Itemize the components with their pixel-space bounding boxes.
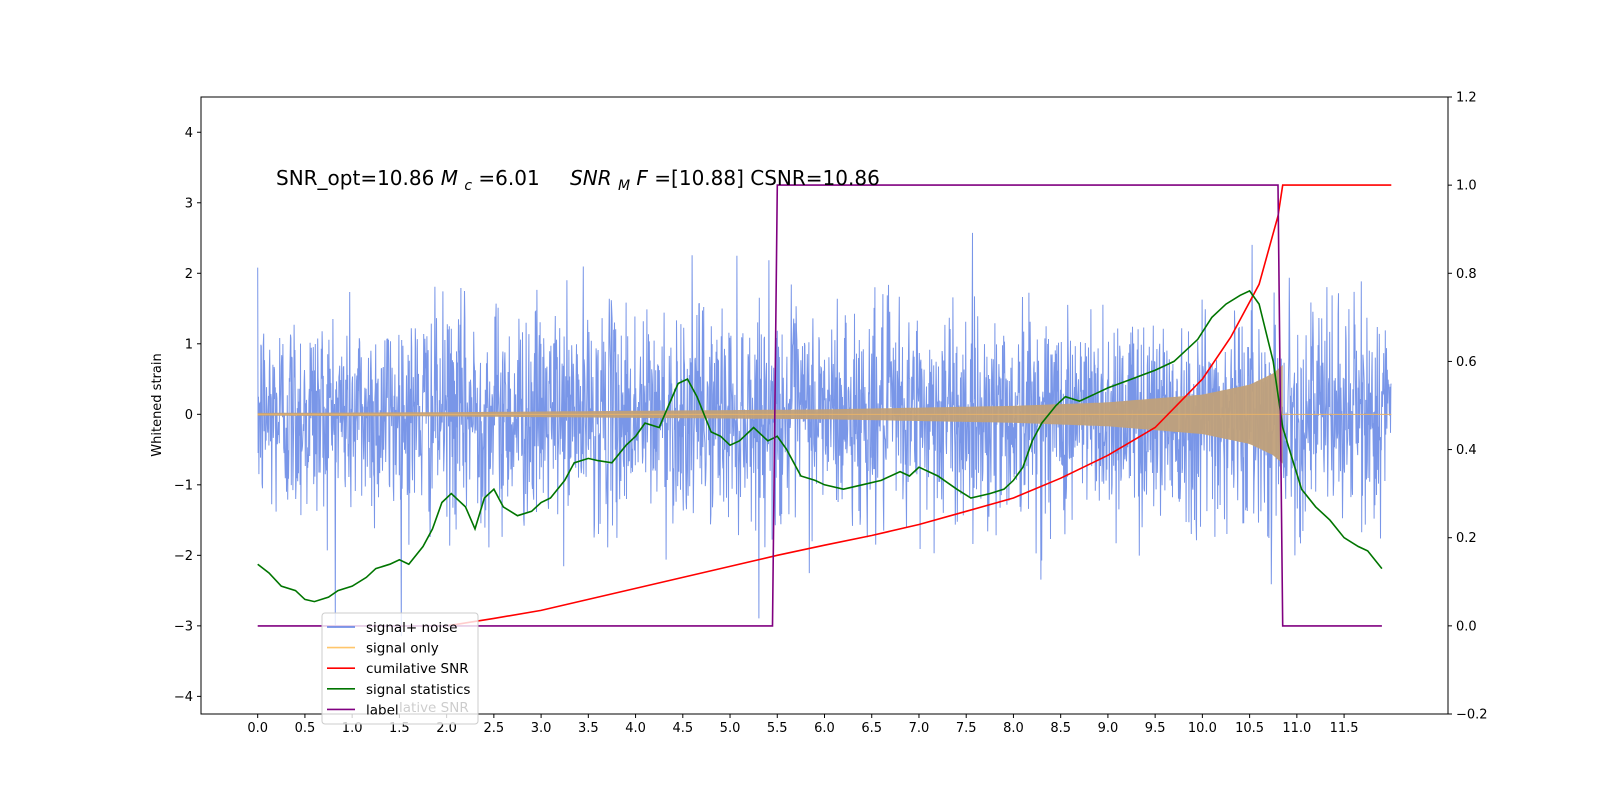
- annotation-snrmf-sub: M: [618, 178, 630, 194]
- series-signal-statistics: [257, 289, 1383, 603]
- legend-label: cumilative SNR: [366, 661, 469, 677]
- annotation-mc-symbol: M: [441, 166, 458, 190]
- x-tick-label: 1.0: [342, 721, 363, 736]
- legend-label: label: [366, 702, 399, 718]
- y-tick-label: −2: [174, 549, 193, 564]
- x-tick-label: 1.5: [389, 721, 410, 736]
- y-tick-label: −4: [174, 690, 193, 705]
- y-tick-label: 2: [185, 267, 193, 282]
- y-right-tick-label: 1.2: [1456, 91, 1477, 106]
- x-axis: 0.0 0.5 1.0 1.5 2.0 2.5 3.0 3.5 4.0 4.5 5.0 5.5 6.0 6…: [247, 714, 1359, 736]
- annotation-snrmf-sym2: F: [636, 166, 648, 190]
- legend-ghost-text: lative SNR: [399, 700, 469, 716]
- y-tick-label: −1: [174, 478, 193, 493]
- x-tick-label: 4.0: [625, 721, 646, 736]
- annotation-mc-value: =6.01: [478, 166, 539, 190]
- y-tick-label: 4: [185, 126, 193, 141]
- y-right-tick-label: 1.0: [1456, 179, 1477, 194]
- y-tick-label: −3: [174, 619, 193, 634]
- y-right-tick-label: 0.2: [1456, 531, 1477, 546]
- y-right-tick-label: 0.4: [1456, 443, 1477, 458]
- x-tick-label: 11.0: [1282, 721, 1311, 736]
- x-tick-label: 10.0: [1188, 721, 1217, 736]
- series-signal-plus-noise: [257, 232, 1392, 637]
- plot-area: [257, 184, 1392, 637]
- x-tick-label: 7.5: [956, 721, 977, 736]
- legend: lative SNR signal+ noise signal only cumil…: [321, 612, 479, 725]
- annotation-snr-opt: SNR_opt=10.86: [276, 166, 441, 190]
- annotation-text: SNR_opt=10.86 M c =6.01 SNR M F =[10.88]…: [276, 166, 880, 195]
- y-right-tick-label: −0.2: [1456, 708, 1488, 723]
- x-tick-label: 8.0: [1003, 721, 1024, 736]
- x-tick-label: 5.5: [767, 721, 788, 736]
- x-tick-label: 5.0: [720, 721, 741, 736]
- y-tick-label: 1: [185, 337, 193, 352]
- legend-label: signal+ noise: [366, 620, 457, 636]
- y-axis-right: −0.2 0.0 0.2 0.4 0.6 0.8 1.0 1.2: [1448, 91, 1488, 723]
- legend-box: [321, 612, 479, 725]
- legend-label: signal statistics: [366, 682, 470, 698]
- x-tick-label: 10.5: [1235, 721, 1264, 736]
- x-tick-label: 11.5: [1330, 721, 1359, 736]
- y-axis-label: Whitened strain: [150, 353, 165, 456]
- y-tick-label: 3: [185, 196, 193, 211]
- annotation-mc-sub: c: [464, 178, 472, 194]
- series-label: [257, 184, 1382, 627]
- x-tick-label: 0.0: [247, 721, 268, 736]
- annotation-snrmf-value: =[10.88] CSNR=10.86: [654, 166, 880, 190]
- x-tick-label: 3.0: [531, 721, 552, 736]
- x-tick-label: 7.0: [909, 721, 930, 736]
- x-tick-label: 8.5: [1050, 721, 1071, 736]
- y-right-tick-label: 0.6: [1456, 355, 1477, 370]
- y-right-tick-label: 0.8: [1456, 267, 1477, 282]
- x-tick-label: 9.5: [1145, 721, 1166, 736]
- x-tick-label: 4.5: [672, 721, 693, 736]
- x-tick-label: 6.0: [814, 721, 835, 736]
- legend-label: signal only: [366, 641, 439, 657]
- x-tick-label: 2.0: [436, 721, 457, 736]
- y-right-tick-label: 0.0: [1456, 619, 1477, 634]
- x-tick-label: 9.0: [1098, 721, 1119, 736]
- x-tick-label: 3.5: [578, 721, 599, 736]
- y-tick-label: 0: [185, 408, 193, 423]
- series-cumulative-snr: [446, 184, 1392, 627]
- annotation-snrmf-symbol: SNR: [570, 166, 612, 190]
- y-axis-left: −4 −3 −2 −1 0 1 2 3 4: [174, 126, 201, 705]
- x-tick-label: 0.5: [295, 721, 316, 736]
- x-tick-label: 2.5: [484, 721, 505, 736]
- x-tick-label: 6.5: [861, 721, 882, 736]
